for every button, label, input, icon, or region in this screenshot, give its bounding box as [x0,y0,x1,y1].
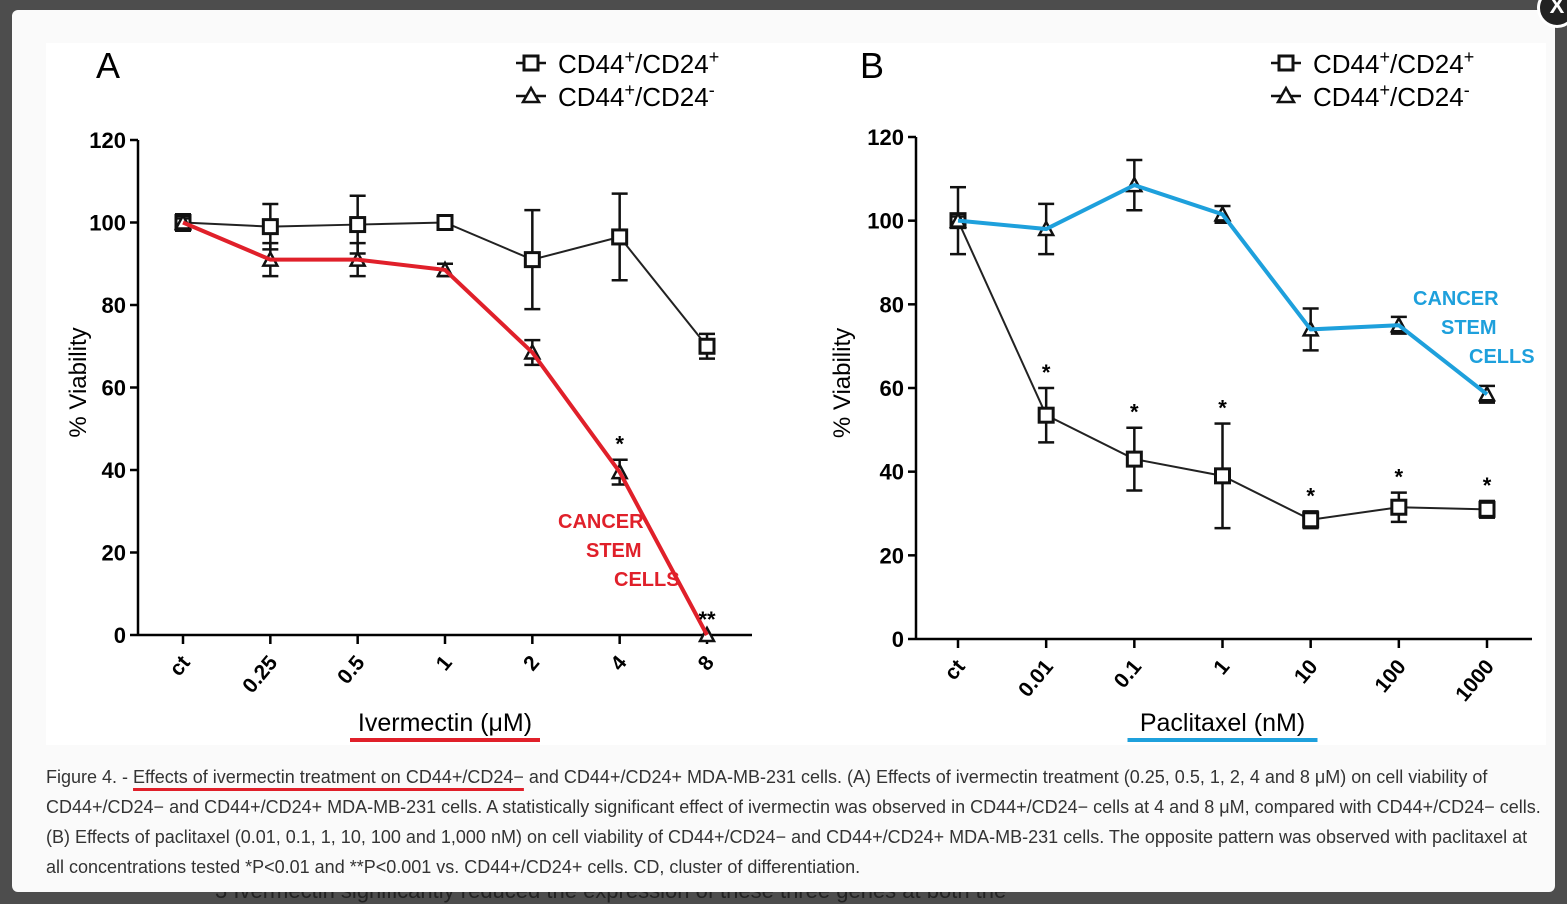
x-tick-label: 1 [432,651,457,675]
series-line-square [182,221,708,347]
highlight-line [182,220,709,636]
y-tick-label: 120 [867,125,904,150]
x-tick-label: 2 [519,651,544,675]
y-tick-label: 80 [880,292,904,317]
highlight-label: STEM [1441,317,1497,339]
data-point-square [1037,406,1055,424]
significance-marker: * [615,432,624,457]
data-point-square [1125,450,1143,468]
y-tick-label: 0 [114,623,126,648]
x-tick-label: 1 [1209,655,1234,679]
caption-text: and CD44+/CD24+ MDA-MB-231 cells. (A) Ef… [46,767,1541,877]
highlight-label: STEM [586,540,642,562]
y-tick-label: 40 [102,458,126,483]
data-point-square [1390,498,1408,516]
figure-caption: Figure 4. - Effects of ivermectin treatm… [46,762,1546,882]
y-tick-label: 60 [880,376,904,401]
data-point-square [436,214,454,231]
significance-marker: * [1306,483,1315,508]
x-axis-label: Paclitaxel (nM) [1140,709,1305,737]
legend-label: CD44+/CD24- [558,80,715,112]
x-tick-label: ct [940,655,970,684]
legend-label: CD44+/CD24- [1313,80,1470,112]
y-tick-label: 40 [880,460,904,485]
highlight-label: CANCER [558,511,644,533]
x-tick-label: ct [165,651,195,680]
data-point-square [1214,467,1231,485]
highlight-line [957,182,1489,396]
y-axis-label: % Viability [829,328,856,438]
panel-label: A [96,45,120,86]
significance-marker: * [1130,400,1139,425]
data-point-square [261,218,279,236]
data-point-square [1302,511,1320,529]
legend-label: CD44+/CD24+ [1313,47,1474,79]
x-tick-label: 0.5 [333,651,370,688]
x-tick-label: 100 [1371,655,1411,697]
x-tick-label: 0.01 [1014,655,1058,701]
legend-label: CD44+/CD24+ [558,47,719,79]
data-point-square [523,251,541,269]
x-tick-label: 1000 [1451,655,1499,706]
lightbox-modal: A 0 20 40 60 80 100 120 ct 0.25 0.5 1 2 4 8% Viability… [12,10,1555,892]
significance-marker: * [1218,396,1227,421]
figure-image: A 0 20 40 60 80 100 120 ct 0.25 0.5 1 2 4 8% Viability… [46,43,1546,745]
significance-marker: * [1483,473,1492,498]
x-tick-label: 8 [694,651,719,675]
highlight-label: CELLS [1469,346,1535,368]
significance-marker: * [1042,360,1051,385]
y-tick-label: 80 [102,293,126,318]
data-point-square [698,337,716,355]
x-axis-label: Ivermectin (μM) [358,709,532,737]
y-tick-label: 100 [89,211,126,236]
x-tick-label: 4 [606,651,631,675]
legend-square-icon [522,54,540,72]
legend-triangle-icon [520,85,542,104]
y-tick-label: 20 [880,543,904,568]
y-tick-label: 20 [102,541,126,566]
highlight-label: CELLS [614,569,680,591]
x-tick-label: 0.25 [238,651,282,697]
y-tick-label: 60 [102,376,126,401]
panel-label: B [860,45,884,86]
y-tick-label: 120 [89,128,126,153]
y-axis-label: % Viability [65,327,92,437]
data-point-square [611,228,629,246]
x-tick-label: 0.1 [1110,655,1147,692]
close-button[interactable]: X [1537,0,1567,28]
caption-underlined: Effects of ivermectin treatment on CD44+… [133,767,524,787]
x-tick-label: 10 [1290,655,1323,688]
data-point-square [1478,500,1496,518]
significance-marker: ** [698,607,716,632]
y-tick-label: 0 [892,627,904,652]
legend-triangle-icon [1275,85,1297,104]
legend-square-icon [1277,54,1295,72]
caption-prefix: Figure 4. - [46,767,134,787]
data-point-square [349,216,367,234]
significance-marker: * [1395,465,1404,490]
y-tick-label: 100 [867,209,904,234]
highlight-label: CANCER [1413,288,1499,310]
